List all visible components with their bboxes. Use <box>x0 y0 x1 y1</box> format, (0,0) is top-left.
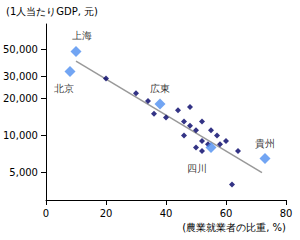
svg-text:5,000: 5,000 <box>9 167 38 178</box>
svg-text:50,000: 50,000 <box>3 44 38 55</box>
svg-text:四川: 四川 <box>187 163 207 174</box>
svg-text:貴州: 貴州 <box>255 138 275 149</box>
svg-text:(1人当たりGDP, 元): (1人当たりGDP, 元) <box>6 6 98 17</box>
svg-text:上海: 上海 <box>72 30 92 41</box>
svg-text:40: 40 <box>160 208 173 219</box>
svg-text:(農業就業者の比重, %): (農業就業者の比重, %) <box>182 222 286 233</box>
svg-text:20,000: 20,000 <box>3 93 38 104</box>
svg-text:20: 20 <box>100 208 113 219</box>
svg-text:北京: 北京 <box>54 83 74 94</box>
svg-text:10,000: 10,000 <box>3 130 38 141</box>
svg-text:60: 60 <box>220 208 233 219</box>
svg-text:0: 0 <box>43 208 49 219</box>
svg-text:80: 80 <box>280 208 293 219</box>
svg-text:30,000: 30,000 <box>3 71 38 82</box>
svg-text:広東: 広東 <box>150 83 170 94</box>
